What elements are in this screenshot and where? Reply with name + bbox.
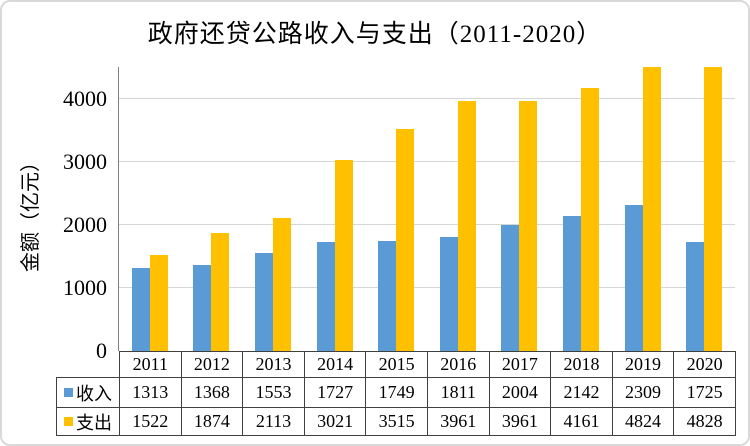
bar-expense-2017 — [519, 101, 538, 351]
series-name-income: 收入 — [76, 383, 112, 404]
table-row-income: 收入 1313 1368 1553 1727 1749 1811 2004 2142 2309 17… — [56, 377, 736, 408]
table-corner-blank — [57, 352, 120, 378]
gridline — [119, 97, 735, 99]
value-cell-income-2013: 1553 — [242, 377, 305, 408]
bar-expense-2012 — [211, 232, 230, 351]
gridline — [119, 160, 735, 162]
bar-income-2014 — [316, 242, 335, 351]
value-cell-income-2016: 1811 — [426, 377, 490, 408]
bar-income-2018 — [563, 215, 581, 351]
value-cell-expense-2017: 3961 — [488, 407, 552, 436]
value-cell-expense-2011: 1522 — [119, 407, 182, 436]
legend-cell-income: 收入 — [56, 377, 120, 408]
value-cell-expense-2013: 2113 — [242, 407, 305, 436]
year-cell-2016: 2016 — [426, 351, 490, 378]
y-tick-label: 1000 — [63, 274, 107, 300]
year-cell-2020: 2020 — [673, 351, 736, 378]
bar-expense-2016 — [457, 101, 476, 351]
y-tick-label: 4000 — [63, 85, 107, 111]
value-cell-income-2017: 2004 — [488, 377, 552, 408]
value-cell-expense-2018: 4161 — [550, 407, 613, 436]
bar-expense-2018 — [581, 88, 599, 351]
table-row-expense: 支出 1522 1874 2113 3021 3515 3961 3961 4161 4824 48… — [56, 407, 736, 436]
value-cell-expense-2019: 4824 — [611, 407, 675, 436]
value-cell-income-2011: 1313 — [119, 377, 182, 408]
year-cell-2013: 2013 — [242, 351, 305, 378]
chart-title: 政府还贷公路收入与支出（2011-2020） — [147, 21, 603, 48]
value-cell-expense-2012: 1874 — [180, 407, 244, 436]
gridline — [119, 286, 735, 288]
bar-income-2011 — [131, 268, 150, 351]
value-cell-expense-2014: 3021 — [303, 407, 367, 436]
data-table: 2011 2012 2013 2014 2015 2016 2017 2018 2019 2020… — [56, 351, 736, 436]
y-tick-label: 2000 — [63, 211, 107, 237]
value-cell-expense-2016: 3961 — [426, 407, 490, 436]
series-name-expense: 支出 — [76, 412, 112, 433]
bar-expense-2013 — [273, 217, 291, 351]
value-cell-income-2019: 2309 — [611, 377, 675, 408]
y-tick-label: 0 — [96, 338, 107, 363]
bar-income-2016 — [439, 236, 458, 351]
bar-income-2012 — [193, 264, 212, 351]
bar-income-2020 — [686, 242, 705, 351]
legend-key-expense-icon — [64, 417, 73, 426]
value-cell-income-2014: 1727 — [303, 377, 367, 408]
gridline — [119, 223, 735, 225]
bar-income-2015 — [378, 240, 397, 351]
value-cell-income-2015: 1749 — [365, 377, 428, 408]
year-cell-2015: 2015 — [365, 351, 428, 378]
bar-expense-2011 — [149, 254, 168, 351]
legend-key-income-icon — [64, 388, 73, 397]
bar-expense-2019 — [642, 67, 661, 351]
value-cell-expense-2020: 4828 — [673, 407, 736, 436]
year-cell-2018: 2018 — [550, 351, 613, 378]
legend-cell-expense: 支出 — [56, 407, 120, 436]
year-cell-2011: 2011 — [119, 351, 182, 378]
year-cell-2017: 2017 — [488, 351, 552, 378]
table-row-years: 2011 2012 2013 2014 2015 2016 2017 2018 2019 2020 — [57, 351, 736, 378]
bar-expense-2020 — [704, 67, 723, 351]
year-cell-2012: 2012 — [180, 351, 244, 378]
bar-income-2017 — [501, 224, 520, 351]
value-cell-income-2012: 1368 — [180, 377, 244, 408]
y-axis-line — [118, 67, 119, 351]
bar-expense-2014 — [334, 160, 353, 351]
year-cell-2019: 2019 — [611, 351, 675, 378]
value-cell-income-2018: 2142 — [550, 377, 613, 408]
bar-income-2013 — [255, 253, 273, 351]
data-table-body: 2011 2012 2013 2014 2015 2016 2017 2018 2019 2020… — [56, 351, 736, 436]
bar-income-2019 — [624, 205, 643, 351]
plot-area — [119, 67, 735, 351]
y-tick-label: 3000 — [63, 148, 107, 174]
value-cell-expense-2015: 3515 — [365, 407, 428, 436]
bar-expense-2015 — [396, 129, 415, 351]
value-cell-income-2020: 1725 — [673, 377, 736, 408]
year-cell-2014: 2014 — [303, 351, 367, 378]
